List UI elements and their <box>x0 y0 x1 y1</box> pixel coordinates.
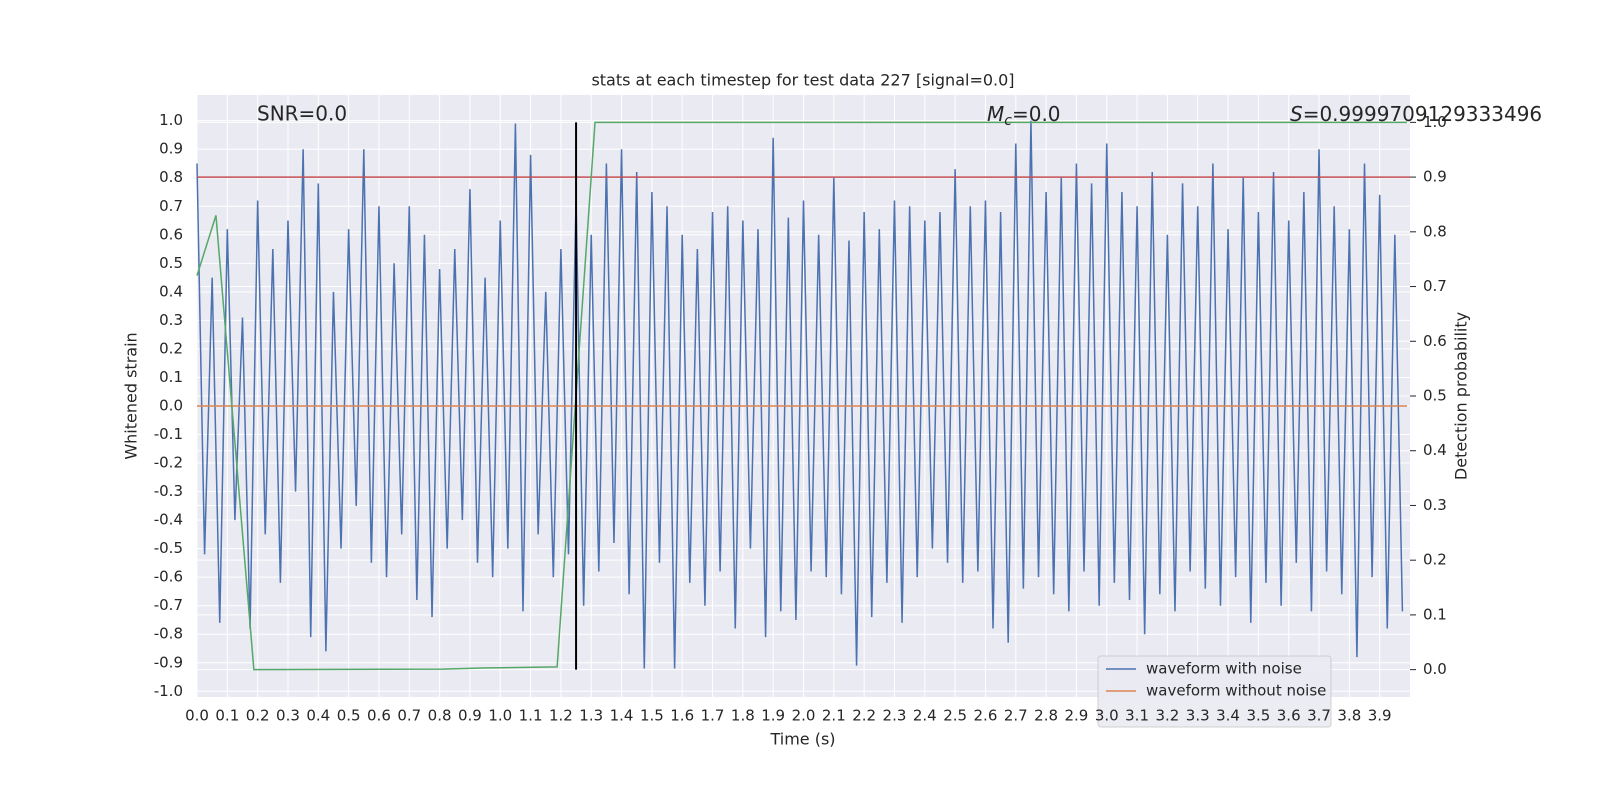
mc-symbol: M <box>987 102 1004 126</box>
legend-label: waveform without noise <box>1146 682 1326 700</box>
x-tick-label: 0.2 <box>246 707 270 725</box>
y-tick-label: -0.9 <box>154 653 183 671</box>
y-tick-label: 0.9 <box>159 140 183 158</box>
y2-tick-label: 1.0 <box>1423 113 1447 131</box>
y-tick-label: -0.7 <box>154 596 183 614</box>
x-tick-label: 2.7 <box>1004 707 1028 725</box>
y2-tick-label: 0.4 <box>1423 441 1447 459</box>
x-tick-label: 3.6 <box>1277 707 1301 725</box>
x-tick-label: 2.2 <box>852 707 876 725</box>
x-tick-label: 1.8 <box>731 707 755 725</box>
mc-subscript: c <box>1004 113 1012 129</box>
y-tick-label: 0.5 <box>159 254 183 272</box>
x-tick-label: 2.6 <box>974 707 998 725</box>
x-tick-label: 0.4 <box>306 707 330 725</box>
y2-tick-label: 0.9 <box>1423 168 1447 186</box>
x-tick-label: 1.4 <box>610 707 634 725</box>
x-tick-label: 0.0 <box>185 707 209 725</box>
x-tick-label: 0.3 <box>276 707 300 725</box>
x-tick-label: 2.1 <box>822 707 846 725</box>
x-tick-label: 0.1 <box>215 707 239 725</box>
x-tick-label: 3.1 <box>1125 707 1149 725</box>
x-tick-label: 3.7 <box>1307 707 1331 725</box>
x-tick-label: 1.6 <box>670 707 694 725</box>
y-tick-label: 0.7 <box>159 197 183 215</box>
legend: waveform with noise waveform without nois… <box>1097 655 1332 728</box>
x-tick-label: 2.0 <box>792 707 816 725</box>
x-tick-label: 1.7 <box>701 707 725 725</box>
marks <box>196 120 1410 671</box>
y-tick-label: -0.8 <box>154 625 183 643</box>
y-tick-label: -0.6 <box>154 568 183 586</box>
x-tick-label: 3.3 <box>1186 707 1210 725</box>
snr-annotation: SNR=0.0 <box>257 102 347 126</box>
y2-tick-label: 0.0 <box>1423 660 1447 678</box>
s-annotation: S=0.9999709129333496 <box>1290 102 1542 126</box>
x-tick-label: 1.2 <box>549 707 573 725</box>
y-tick-label: -0.5 <box>154 539 183 557</box>
s-symbol: S <box>1290 102 1303 126</box>
x-tick-label: 2.3 <box>883 707 907 725</box>
y2-tick-label: 0.3 <box>1423 496 1447 514</box>
y-tick-label: 0.3 <box>159 311 183 329</box>
probability-line <box>196 121 1407 671</box>
x-tick-label: 3.5 <box>1246 707 1270 725</box>
y-tick-label: 1.0 <box>159 111 183 129</box>
x-tick-label: 0.9 <box>458 707 482 725</box>
y-tick-label: 0.1 <box>159 368 183 386</box>
x-tick-label: 3.8 <box>1337 707 1361 725</box>
chart-title: stats at each timestep for test data 227… <box>591 71 1014 90</box>
y2-tick-label: 0.1 <box>1423 605 1447 623</box>
y2-axis-label: Detection probability <box>1452 312 1471 480</box>
legend-box <box>1097 655 1332 728</box>
legend-label: waveform with noise <box>1146 660 1302 678</box>
x-tick-label: 0.8 <box>428 707 452 725</box>
mc-value: =0.0 <box>1012 102 1061 126</box>
x-tick-label: 3.2 <box>1155 707 1179 725</box>
y-tick-label: 0.0 <box>159 396 183 414</box>
x-tick-label: 2.8 <box>1034 707 1058 725</box>
x-tick-label: 2.5 <box>943 707 967 725</box>
y2-tick-label: 0.2 <box>1423 551 1447 569</box>
x-tick-label: 0.5 <box>337 707 361 725</box>
y2-tick-label: 0.5 <box>1423 387 1447 405</box>
y-tick-label: 0.6 <box>159 225 183 243</box>
x-tick-label: 2.9 <box>1064 707 1088 725</box>
y2-tick-label: 0.6 <box>1423 332 1447 350</box>
y-tick-label: 0.8 <box>159 168 183 186</box>
y-axis-label: Whitened strain <box>122 332 141 459</box>
x-tick-label: 3.0 <box>1095 707 1119 725</box>
y2-tick-label: 0.7 <box>1423 277 1447 295</box>
y-tick-label: -0.4 <box>154 511 183 529</box>
y-tick-label: 0.2 <box>159 339 183 357</box>
x-tick-label: 1.1 <box>519 707 543 725</box>
series-line <box>196 120 1404 669</box>
x-tick-label: 3.4 <box>1216 707 1240 725</box>
grid <box>196 95 1410 697</box>
x-tick-label: 2.4 <box>913 707 937 725</box>
y-tick-label: -1.0 <box>154 682 183 700</box>
x-tick-label: 1.0 <box>488 707 512 725</box>
y-tick-label: 0.4 <box>159 282 183 300</box>
x-axis-label: Time (s) <box>769 730 835 749</box>
y-tick-label: -0.2 <box>154 454 183 472</box>
x-tick-label: 0.7 <box>397 707 421 725</box>
x-tick-label: 0.6 <box>367 707 391 725</box>
y-tick-label: -0.3 <box>154 482 183 500</box>
s-value: =0.9999709129333496 <box>1303 102 1542 126</box>
x-tick-label: 1.3 <box>579 707 603 725</box>
x-tick-label: 3.9 <box>1368 707 1392 725</box>
y-tick-label: -0.1 <box>154 425 183 443</box>
x-tick-label: 1.5 <box>640 707 664 725</box>
y2-tick-label: 0.8 <box>1423 222 1447 240</box>
x-tick-label: 1.9 <box>761 707 785 725</box>
mc-annotation: Mc=0.0 <box>987 102 1061 130</box>
